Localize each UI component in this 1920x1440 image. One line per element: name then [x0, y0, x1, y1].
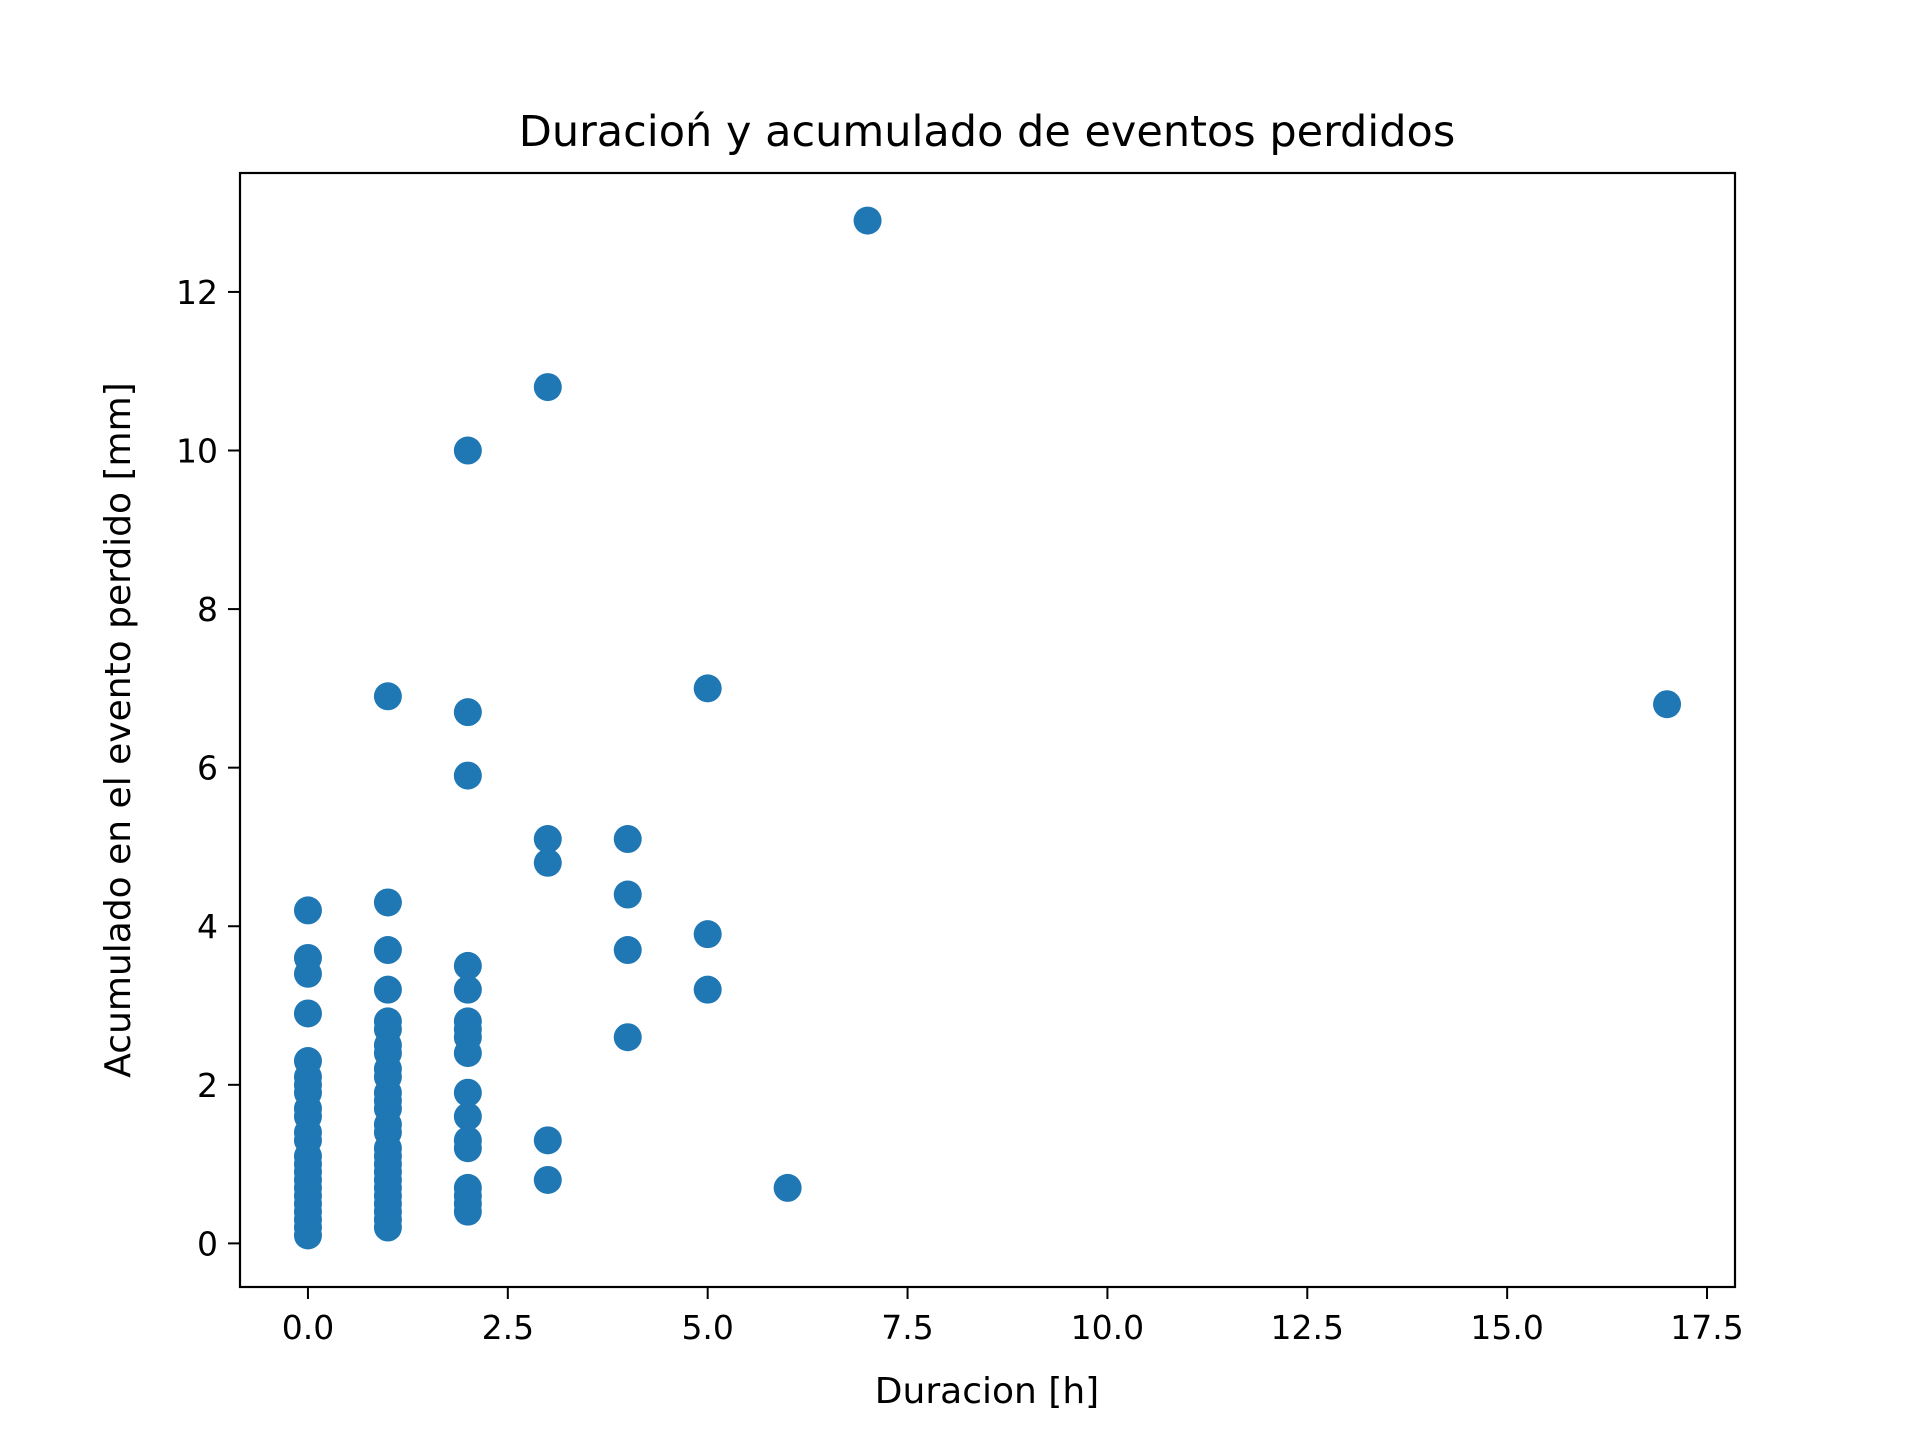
data-point	[453, 1134, 482, 1163]
data-point	[293, 1221, 322, 1250]
x-tick-label: 5.0	[681, 1308, 733, 1347]
x-tick-label: 0.0	[282, 1308, 334, 1347]
y-axis-ticks: 0 2 4 6 8 10 12	[176, 273, 240, 1263]
data-point	[613, 1023, 642, 1052]
data-point	[693, 975, 722, 1004]
data-point	[1653, 690, 1682, 719]
x-tick-label: 7.5	[881, 1308, 933, 1347]
data-point	[773, 1173, 802, 1202]
data-point	[293, 896, 322, 925]
data-point	[453, 761, 482, 790]
x-tick-label: 2.5	[482, 1308, 534, 1347]
data-point	[453, 1197, 482, 1226]
x-tick-label: 12.5	[1271, 1308, 1344, 1347]
data-point	[373, 975, 402, 1004]
data-point	[533, 1165, 562, 1194]
data-point	[293, 999, 322, 1028]
data-point	[373, 888, 402, 917]
y-axis-label: Acumulado en el evento perdido [mm]	[98, 382, 139, 1077]
y-tick-label: 8	[197, 590, 218, 629]
data-point	[533, 848, 562, 877]
data-point	[533, 1126, 562, 1155]
x-axis-ticks: 0.0 2.5 5.0 7.5 10.0 12.5 15.0 17.5	[282, 1287, 1744, 1347]
data-point	[613, 936, 642, 965]
data-point	[293, 959, 322, 988]
data-point	[453, 1078, 482, 1107]
x-tick-label: 17.5	[1670, 1308, 1743, 1347]
data-point	[693, 674, 722, 703]
chart-title: Duracioń y acumulado de eventos perdidos	[519, 107, 1455, 157]
data-point	[373, 936, 402, 965]
data-point	[453, 1102, 482, 1131]
x-tick-label: 15.0	[1470, 1308, 1543, 1347]
y-tick-label: 6	[197, 749, 218, 788]
y-tick-label: 4	[197, 907, 218, 946]
data-point	[453, 436, 482, 465]
data-point	[453, 975, 482, 1004]
data-point	[453, 1039, 482, 1068]
y-tick-label: 12	[176, 273, 218, 312]
data-point	[373, 682, 402, 711]
data-point	[533, 825, 562, 854]
x-axis-label: Duracion [h]	[875, 1371, 1099, 1412]
y-tick-label: 2	[197, 1066, 218, 1105]
data-points	[293, 206, 1682, 1250]
data-point	[693, 920, 722, 949]
data-point	[533, 373, 562, 402]
y-tick-label: 0	[197, 1224, 218, 1263]
data-point	[373, 1213, 402, 1242]
y-tick-label: 10	[176, 432, 218, 471]
plot-area	[240, 173, 1735, 1287]
data-point	[853, 206, 882, 235]
data-point	[613, 825, 642, 854]
axes-frame	[238, 171, 1737, 1289]
data-point	[453, 951, 482, 980]
x-tick-label: 10.0	[1071, 1308, 1144, 1347]
data-point	[453, 698, 482, 727]
data-point	[613, 880, 642, 909]
